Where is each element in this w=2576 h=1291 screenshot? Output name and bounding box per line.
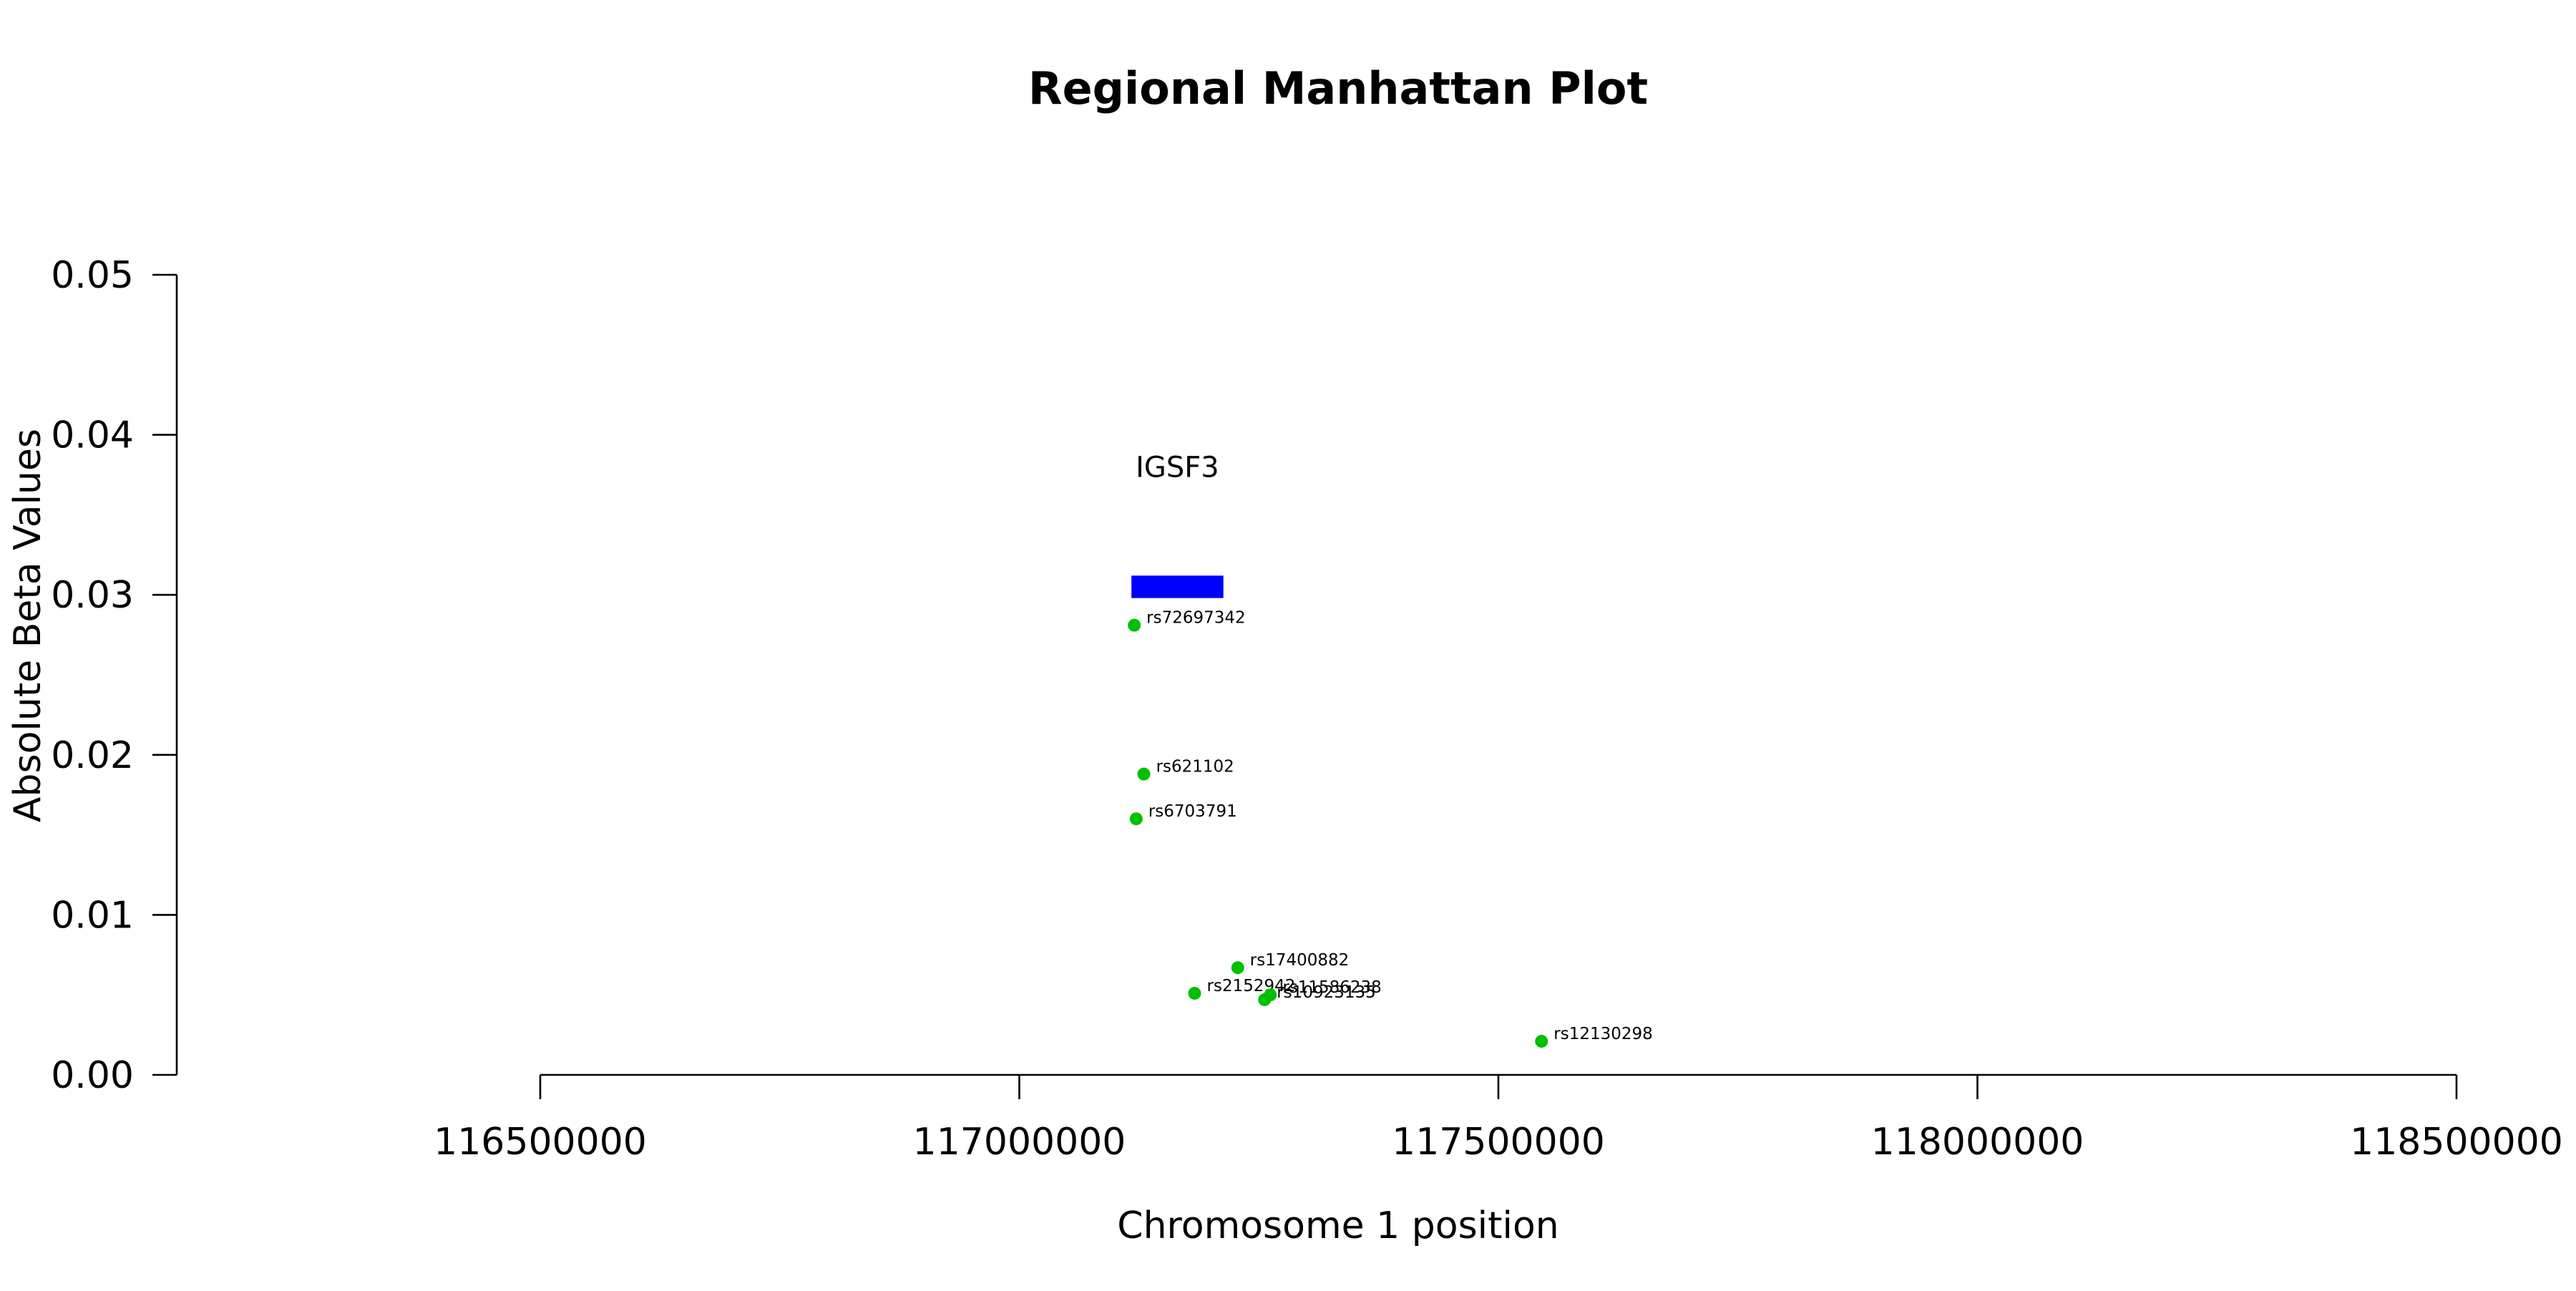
gene-track: IGSF3 [1131, 451, 1224, 598]
x-axis-title: Chromosome 1 position [1117, 1204, 1558, 1247]
x-tick-label: 118000000 [1871, 1121, 2084, 1164]
snp-label: rs621102 [1156, 758, 1234, 776]
chart-title: Regional Manhattan Plot [1028, 62, 1648, 115]
snp-label: rs6703791 [1148, 802, 1237, 821]
gene-bar [1131, 575, 1224, 598]
y-tick-label: 0.03 [51, 574, 134, 617]
y-tick-label: 0.01 [51, 894, 134, 937]
x-tick-label: 117500000 [1392, 1121, 1605, 1164]
x-axis: 116500000 117000000 117500000 118000000 1185… [434, 1073, 2563, 1164]
y-tick-label: 0.05 [51, 254, 134, 297]
snp-label: rs17400882 [1250, 951, 1350, 970]
snp-label: rs72697342 [1146, 609, 1246, 628]
y-tick-label: 0.04 [51, 414, 134, 457]
snp-point [1129, 812, 1143, 826]
gene-label: IGSF3 [1136, 451, 1219, 484]
snp-point [1128, 618, 1141, 632]
y-axis-title: Absolute Beta Values [6, 429, 49, 822]
snp-point [1535, 1035, 1548, 1048]
snp-point [1264, 988, 1277, 1002]
snp-label: rs11586238 [1282, 978, 1382, 997]
snp-point [1137, 767, 1151, 781]
y-tick-label: 0.02 [51, 734, 134, 777]
snp-point [1231, 961, 1244, 975]
snp-label: rs10923135 [1277, 983, 1376, 1002]
x-tick-label: 116500000 [434, 1121, 647, 1164]
snp-point [1188, 986, 1201, 1000]
snp-label: rs12130298 [1553, 1025, 1653, 1043]
snp-points: rs72697342 rs621102 rs6703791 rs17400882 rs2… [1128, 609, 1653, 1048]
y-tick-label: 0.00 [51, 1054, 134, 1097]
snp-label: rs2152942 [1207, 977, 1296, 995]
x-tick-label: 117000000 [913, 1121, 1126, 1164]
x-tick-label: 118500000 [2350, 1121, 2563, 1164]
y-axis: 0.00 0.01 0.02 0.03 0.04 0.05 [51, 254, 178, 1097]
